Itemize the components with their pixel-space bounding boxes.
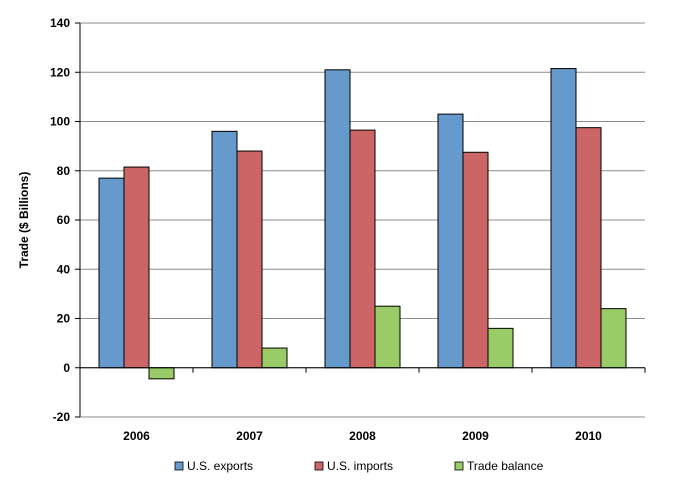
legend-label: U.S. exports <box>187 459 253 473</box>
bars <box>98 68 627 380</box>
legend-label: Trade balance <box>467 459 544 473</box>
bar-trade-balance-2008 <box>374 305 401 369</box>
y-tick-labels: -20 0 20 40 60 80 100 120 140 <box>50 16 70 424</box>
x-tick-label: 2010 <box>575 429 602 443</box>
bar-trade-balance-2010 <box>600 308 627 369</box>
bar-u-s-exports-2008 <box>324 69 351 369</box>
x-tick-label: 2006 <box>123 429 150 443</box>
bar-u-s-exports-2010 <box>550 68 577 369</box>
axes <box>75 22 646 418</box>
x-tick-labels: 2006 2007 2008 2009 2010 <box>123 429 602 443</box>
bar-trade-balance-2009 <box>487 327 514 369</box>
y-tick-label: 20 <box>57 312 71 326</box>
bar-u-s-imports-2010 <box>575 127 602 369</box>
bar-u-s-imports-2008 <box>349 129 376 369</box>
y-tick-label: 0 <box>63 361 70 375</box>
legend-swatch <box>314 461 324 471</box>
bar-u-s-imports-2006 <box>123 166 150 369</box>
legend-swatch <box>454 461 464 471</box>
bar-trade-balance-2007 <box>261 347 288 369</box>
legend: U.S. exports U.S. imports Trade balance <box>174 459 544 473</box>
x-tick-label: 2008 <box>349 429 376 443</box>
legend-swatch <box>174 461 184 471</box>
x-tick-label: 2007 <box>236 429 263 443</box>
x-tick-label: 2009 <box>462 429 489 443</box>
y-tick-label: 100 <box>50 115 70 129</box>
y-tick-label: 120 <box>50 65 70 79</box>
bar-u-s-exports-2009 <box>437 113 464 369</box>
y-tick-label: -20 <box>53 410 71 424</box>
y-axis-title: Trade ($ Billions) <box>17 172 31 269</box>
bar-u-s-exports-2007 <box>211 130 238 369</box>
bar-u-s-imports-2007 <box>236 150 263 369</box>
y-tick-label: 60 <box>57 213 71 227</box>
bar-u-s-exports-2006 <box>98 177 125 369</box>
legend-label: U.S. imports <box>327 459 393 473</box>
bar-trade-balance-2006 <box>148 367 175 380</box>
bar-u-s-imports-2009 <box>462 151 489 369</box>
y-tick-label: 40 <box>57 262 71 276</box>
y-tick-label: 140 <box>50 16 70 30</box>
y-tick-label: 80 <box>57 164 71 178</box>
